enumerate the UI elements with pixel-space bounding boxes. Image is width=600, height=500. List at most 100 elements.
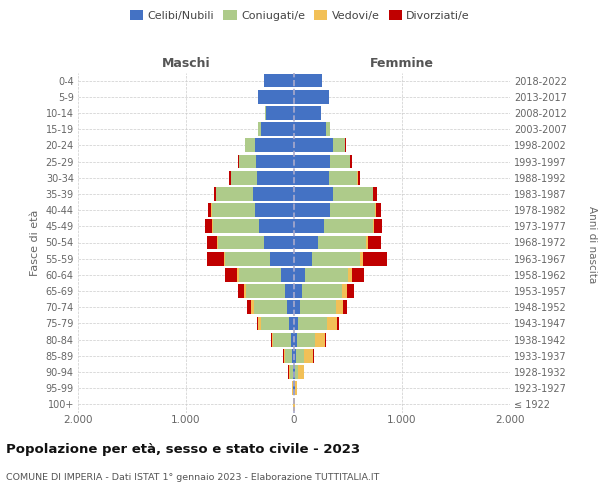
Bar — [345, 138, 346, 152]
Bar — [318, 236, 367, 250]
Bar — [313, 252, 360, 266]
Bar — [255, 203, 294, 217]
Bar — [375, 203, 376, 217]
Bar — [350, 154, 352, 168]
Bar — [360, 252, 362, 266]
Bar — [224, 252, 225, 266]
Bar — [329, 203, 375, 217]
Bar — [294, 365, 295, 379]
Bar — [264, 74, 294, 88]
Y-axis label: Fasce di età: Fasce di età — [30, 210, 40, 276]
Bar — [294, 316, 298, 330]
Bar — [239, 268, 281, 282]
Bar — [294, 220, 324, 233]
Bar — [347, 284, 354, 298]
Bar — [257, 316, 259, 330]
Bar — [329, 171, 357, 184]
Bar — [260, 316, 289, 330]
Bar — [373, 187, 377, 201]
Bar — [374, 220, 382, 233]
Bar — [229, 171, 231, 184]
Bar — [325, 333, 326, 346]
Bar — [342, 284, 347, 298]
Bar — [296, 349, 304, 362]
Bar — [294, 154, 329, 168]
Text: Popolazione per età, sesso e stato civile - 2023: Popolazione per età, sesso e stato civil… — [6, 442, 360, 456]
Bar — [238, 284, 244, 298]
Bar — [281, 268, 294, 282]
Bar — [206, 236, 217, 250]
Bar — [304, 349, 313, 362]
Bar — [294, 300, 300, 314]
Bar — [271, 333, 272, 346]
Bar — [329, 154, 350, 168]
Bar — [328, 316, 337, 330]
Text: Femmine: Femmine — [370, 57, 434, 70]
Bar — [343, 300, 347, 314]
Bar — [298, 365, 304, 379]
Bar — [256, 154, 294, 168]
Bar — [358, 171, 360, 184]
Bar — [255, 138, 294, 152]
Bar — [313, 349, 314, 362]
Bar — [205, 220, 212, 233]
Bar — [212, 203, 255, 217]
Bar — [272, 333, 274, 346]
Bar — [315, 333, 325, 346]
Bar — [300, 300, 335, 314]
Bar — [302, 284, 342, 298]
Bar — [225, 252, 270, 266]
Bar — [294, 90, 329, 104]
Text: Maschi: Maschi — [161, 57, 211, 70]
Bar — [238, 268, 239, 282]
Bar — [274, 333, 291, 346]
Bar — [289, 316, 294, 330]
Bar — [247, 284, 286, 298]
Bar — [294, 268, 305, 282]
Bar — [239, 154, 256, 168]
Bar — [326, 122, 329, 136]
Bar — [259, 220, 294, 233]
Bar — [287, 300, 294, 314]
Bar — [294, 187, 333, 201]
Bar — [294, 171, 329, 184]
Bar — [217, 236, 218, 250]
Bar — [253, 187, 294, 201]
Bar — [294, 333, 296, 346]
Bar — [286, 284, 294, 298]
Bar — [352, 268, 364, 282]
Bar — [270, 252, 294, 266]
Bar — [218, 236, 264, 250]
Bar — [208, 203, 211, 217]
Bar — [284, 349, 285, 362]
Bar — [348, 268, 352, 282]
Bar — [294, 138, 333, 152]
Bar — [294, 106, 321, 120]
Bar — [216, 187, 253, 201]
Bar — [290, 365, 293, 379]
Bar — [214, 187, 216, 201]
Bar — [254, 300, 287, 314]
Bar — [206, 252, 224, 266]
Bar — [213, 220, 259, 233]
Bar — [294, 236, 318, 250]
Bar — [333, 138, 345, 152]
Bar — [264, 236, 294, 250]
Bar — [257, 171, 294, 184]
Bar — [294, 252, 313, 266]
Bar — [367, 236, 368, 250]
Bar — [376, 203, 381, 217]
Bar — [298, 316, 328, 330]
Bar — [292, 349, 294, 362]
Bar — [294, 122, 326, 136]
Bar — [226, 268, 238, 282]
Bar — [295, 365, 298, 379]
Bar — [238, 154, 239, 168]
Bar — [251, 300, 254, 314]
Bar — [258, 122, 260, 136]
Bar — [293, 365, 294, 379]
Bar — [289, 365, 290, 379]
Bar — [285, 349, 292, 362]
Bar — [368, 236, 381, 250]
Bar — [305, 268, 348, 282]
